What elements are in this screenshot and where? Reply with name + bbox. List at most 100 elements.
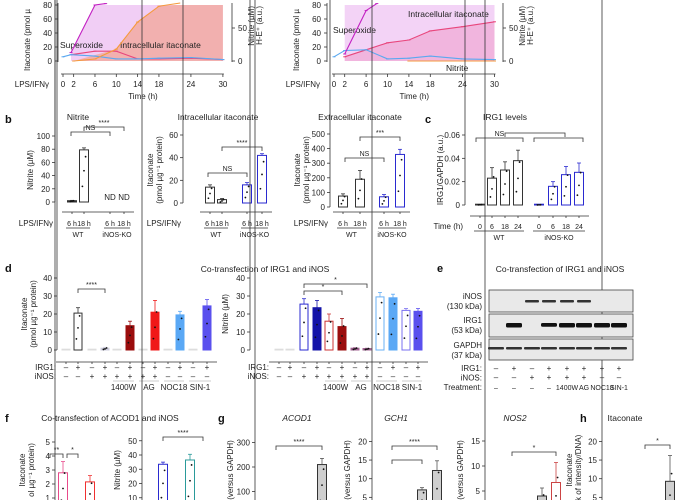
bar: [61, 348, 71, 351]
y-tick-label: 20: [43, 310, 52, 319]
data-dot: [477, 203, 480, 206]
data-dot: [303, 321, 305, 324]
data-dot: [301, 335, 304, 338]
significance-label: NS: [360, 151, 370, 158]
inos-sign: +: [115, 372, 120, 381]
series-line-1: [62, 54, 223, 61]
data-dot: [179, 328, 181, 330]
y-tick-label: 2: [46, 480, 51, 489]
category-label: 18 h: [353, 221, 367, 228]
data-dot: [89, 493, 91, 495]
y-tick-label: 60: [169, 131, 178, 140]
data-dot: [343, 195, 346, 198]
bar: [73, 312, 83, 351]
data-dot: [62, 487, 64, 490]
treatment-label: –: [547, 385, 551, 392]
data-dot: [360, 178, 363, 180]
category-label: 24: [514, 224, 522, 231]
data-dot: [90, 482, 93, 485]
inos-sign: –: [404, 372, 409, 381]
y-tick-label: 0.06: [444, 131, 460, 140]
series-line-3: [73, 2, 181, 62]
series-line-1: [333, 49, 495, 61]
y-axis-label: Itaconate (pmol µ: [292, 9, 301, 71]
category-label: 6 h: [379, 221, 389, 228]
irg1-sign: +: [103, 363, 108, 372]
y2-axis-label: Nitrite (µM): [247, 6, 256, 46]
bar: [548, 185, 558, 206]
gapdh-band: [594, 347, 610, 350]
irg1-sign: –: [115, 363, 120, 372]
data-dot: [204, 335, 207, 338]
inos-sign: –: [512, 373, 517, 382]
data-dot: [422, 491, 425, 494]
data-dot: [207, 308, 210, 311]
data-dot: [127, 341, 130, 344]
y-tick-label: 30: [236, 292, 245, 301]
y-tick-label: 60: [41, 158, 50, 167]
data-dot: [576, 194, 579, 197]
data-dot: [314, 336, 317, 339]
bar: [112, 348, 122, 351]
y-tick-label: 0: [456, 201, 461, 210]
data-dot: [536, 204, 539, 206]
x-tick-label: 6: [93, 80, 98, 89]
irg1-sign: –: [277, 363, 282, 372]
data-dot: [71, 200, 73, 203]
y-axis-label-2: (pmol µg⁻¹ protein): [302, 136, 311, 204]
inos-sign: –: [416, 372, 421, 381]
data-dot: [418, 314, 421, 317]
y-axis-label: Nitrite (µM): [113, 450, 122, 490]
y-tick-label: 0: [174, 199, 179, 208]
y-axis-label: Itaconate: [146, 153, 155, 186]
gapdh-band: [576, 347, 592, 350]
category-label: 6: [551, 224, 555, 231]
irg1-sign: +: [600, 364, 605, 373]
y-axis-label: Nitrite (µM): [221, 294, 230, 334]
gapdh-band: [559, 347, 575, 350]
inos-band: [577, 300, 591, 303]
irg1-sign: +: [582, 364, 587, 373]
data-dot: [130, 326, 133, 328]
y-tick-label: 10: [588, 475, 597, 484]
x-tick-label: 10: [112, 80, 121, 89]
significance-label: ****: [294, 439, 305, 446]
data-dot: [364, 348, 367, 351]
data-dot: [538, 203, 540, 206]
irg1-sign: +: [512, 364, 517, 373]
category-label: 6 h: [205, 221, 215, 228]
inos-sign: +: [340, 372, 345, 381]
data-dot: [154, 326, 156, 329]
significance-bracket: [275, 445, 323, 450]
data-dot: [262, 160, 265, 163]
y-tick-label: 300: [312, 159, 326, 168]
y-tick-label: 100: [37, 132, 51, 141]
inos-sign: +: [302, 372, 307, 381]
x-tick-label: 24: [458, 80, 467, 89]
data-dot: [566, 174, 569, 177]
data-dot: [552, 192, 554, 195]
y-axis-label: (versus GAPDH): [456, 440, 465, 500]
x-tick-label: 14: [404, 80, 413, 89]
data-dot: [479, 203, 481, 206]
chart-title: GCH1: [384, 413, 408, 423]
inos-sign: +: [365, 372, 370, 381]
data-dot: [556, 476, 559, 479]
significance-label: ****: [237, 140, 248, 147]
x-prefix-label: LPS/IFNγ: [147, 219, 181, 228]
irg1-sign: +: [205, 363, 210, 372]
bar: [175, 314, 185, 351]
treatment-label: NOC18: [161, 383, 188, 392]
inos-sign: –: [600, 373, 605, 382]
irg1-sign: +: [178, 363, 183, 372]
panel-label-d: d: [5, 263, 12, 275]
category-label: 6 h: [338, 221, 348, 228]
y3-axis-label: H-E⁺ (a.u.): [526, 6, 535, 45]
bar: [574, 171, 584, 206]
y-tick-label: 10: [471, 462, 480, 471]
inos-band: [542, 300, 556, 303]
data-dot: [78, 315, 81, 317]
bar: [537, 495, 547, 500]
bar: [125, 325, 135, 351]
